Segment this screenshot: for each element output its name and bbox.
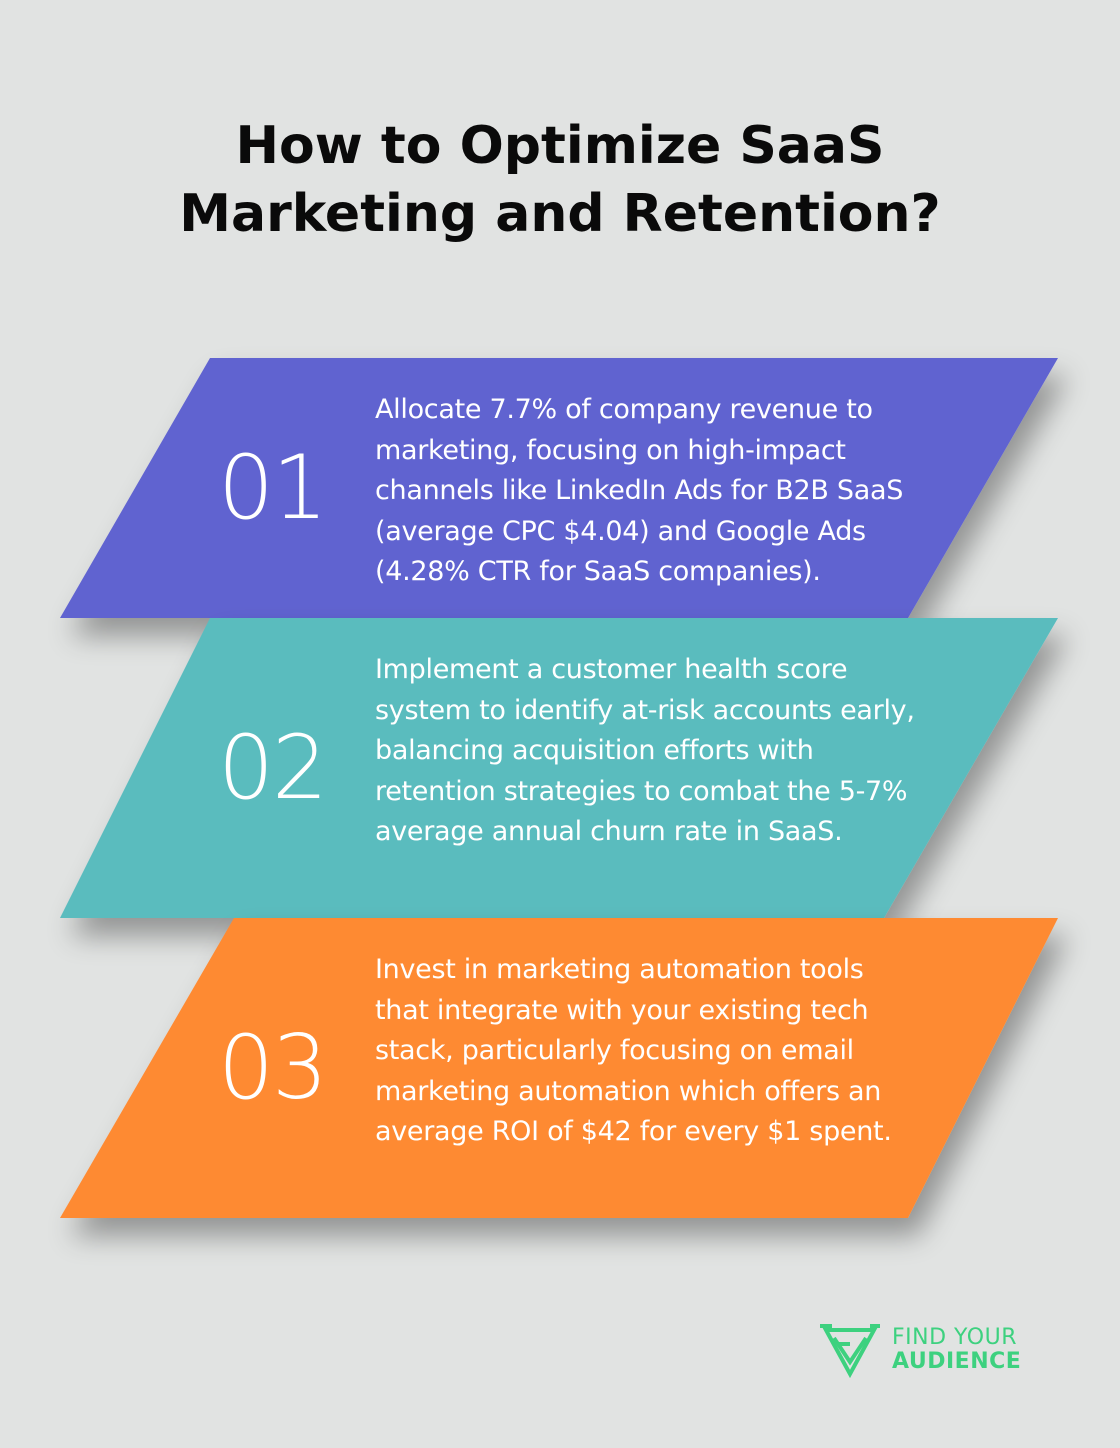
step-text-01: Allocate 7.7% of company revenue to mark… (375, 394, 904, 587)
step-card-03: 03 Invest in marketing automation tools … (0, 918, 1120, 1218)
step-card-01: 01 Allocate 7.7% of company revenue to m… (0, 358, 1120, 618)
step-card-01-shape (60, 358, 1058, 618)
brand-logo-icon (820, 1324, 880, 1379)
brand-logo-text: FIND YOUR AUDIENCE (892, 1326, 1021, 1374)
step-number-01: 01 (218, 436, 328, 539)
step-text-02: Implement a customer health score system… (375, 654, 915, 847)
brand-logo-line-1: FIND YOUR (892, 1325, 1017, 1350)
step-number-02: 02 (218, 716, 328, 819)
brand-logo-line-2: AUDIENCE (892, 1349, 1022, 1374)
step-text-03: Invest in marketing automation tools tha… (375, 954, 892, 1147)
page-title-line-1: How to Optimize SaaS (235, 116, 885, 176)
step-card-03-shape (60, 918, 1058, 1218)
brand-logo: FIND YOUR AUDIENCE (818, 1322, 1048, 1382)
page-title: How to Optimize SaaS Marketing and Reten… (0, 112, 1120, 248)
page-title-line-2: Marketing and Retention? (179, 184, 941, 244)
step-card-02-shape (60, 618, 1058, 918)
step-card-02: 02 Implement a customer health score sys… (0, 618, 1120, 918)
step-number-03: 03 (218, 1016, 328, 1119)
